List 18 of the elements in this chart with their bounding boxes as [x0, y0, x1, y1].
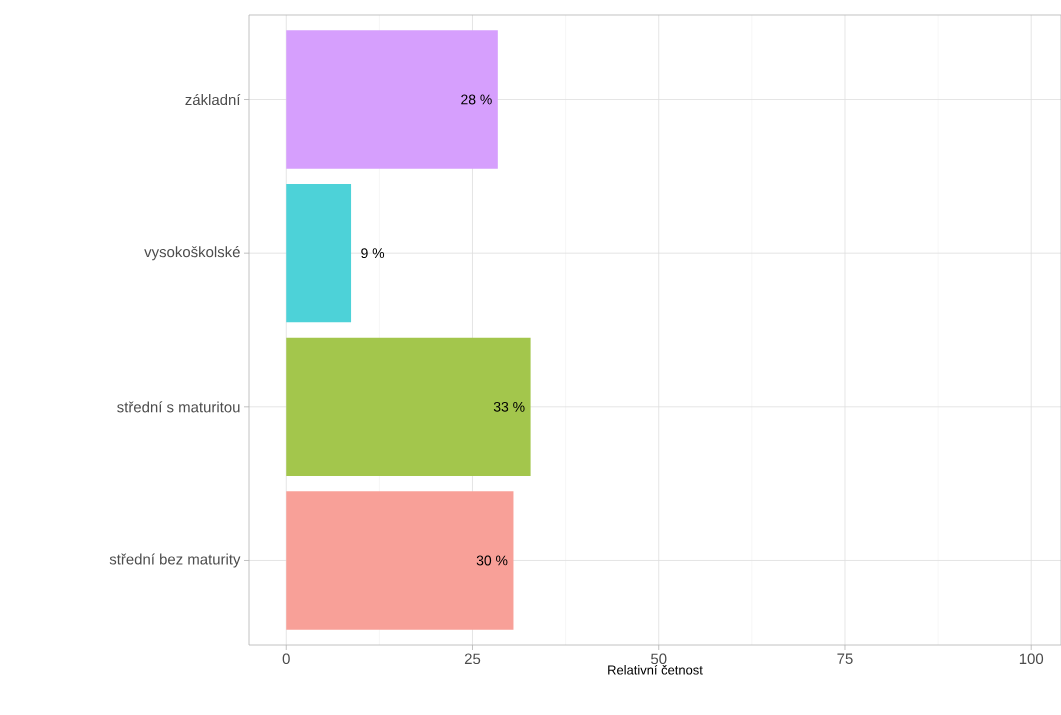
y-tick-label: střední bez maturity	[109, 553, 241, 568]
data-label: 28 %	[461, 94, 492, 105]
data-label: 33 %	[493, 401, 525, 412]
x-tick-label: 50	[651, 653, 667, 665]
bar	[286, 184, 352, 323]
y-tick-label: základní	[185, 93, 241, 106]
x-tick-label: 25	[464, 653, 481, 665]
bar	[286, 337, 531, 476]
bar	[286, 30, 498, 169]
x-axis-title: Relativní četnost	[608, 664, 703, 675]
data-label: 9 %	[361, 248, 385, 259]
y-tick-label: vysokoškolské	[144, 246, 240, 261]
bar	[286, 491, 514, 630]
x-tick-label: 100	[1019, 653, 1044, 665]
data-label: 30 %	[476, 555, 508, 566]
y-tick-label: střední s maturitou	[117, 401, 240, 413]
x-tick-label: 0	[282, 653, 290, 665]
x-tick-label: 75	[837, 653, 853, 664]
